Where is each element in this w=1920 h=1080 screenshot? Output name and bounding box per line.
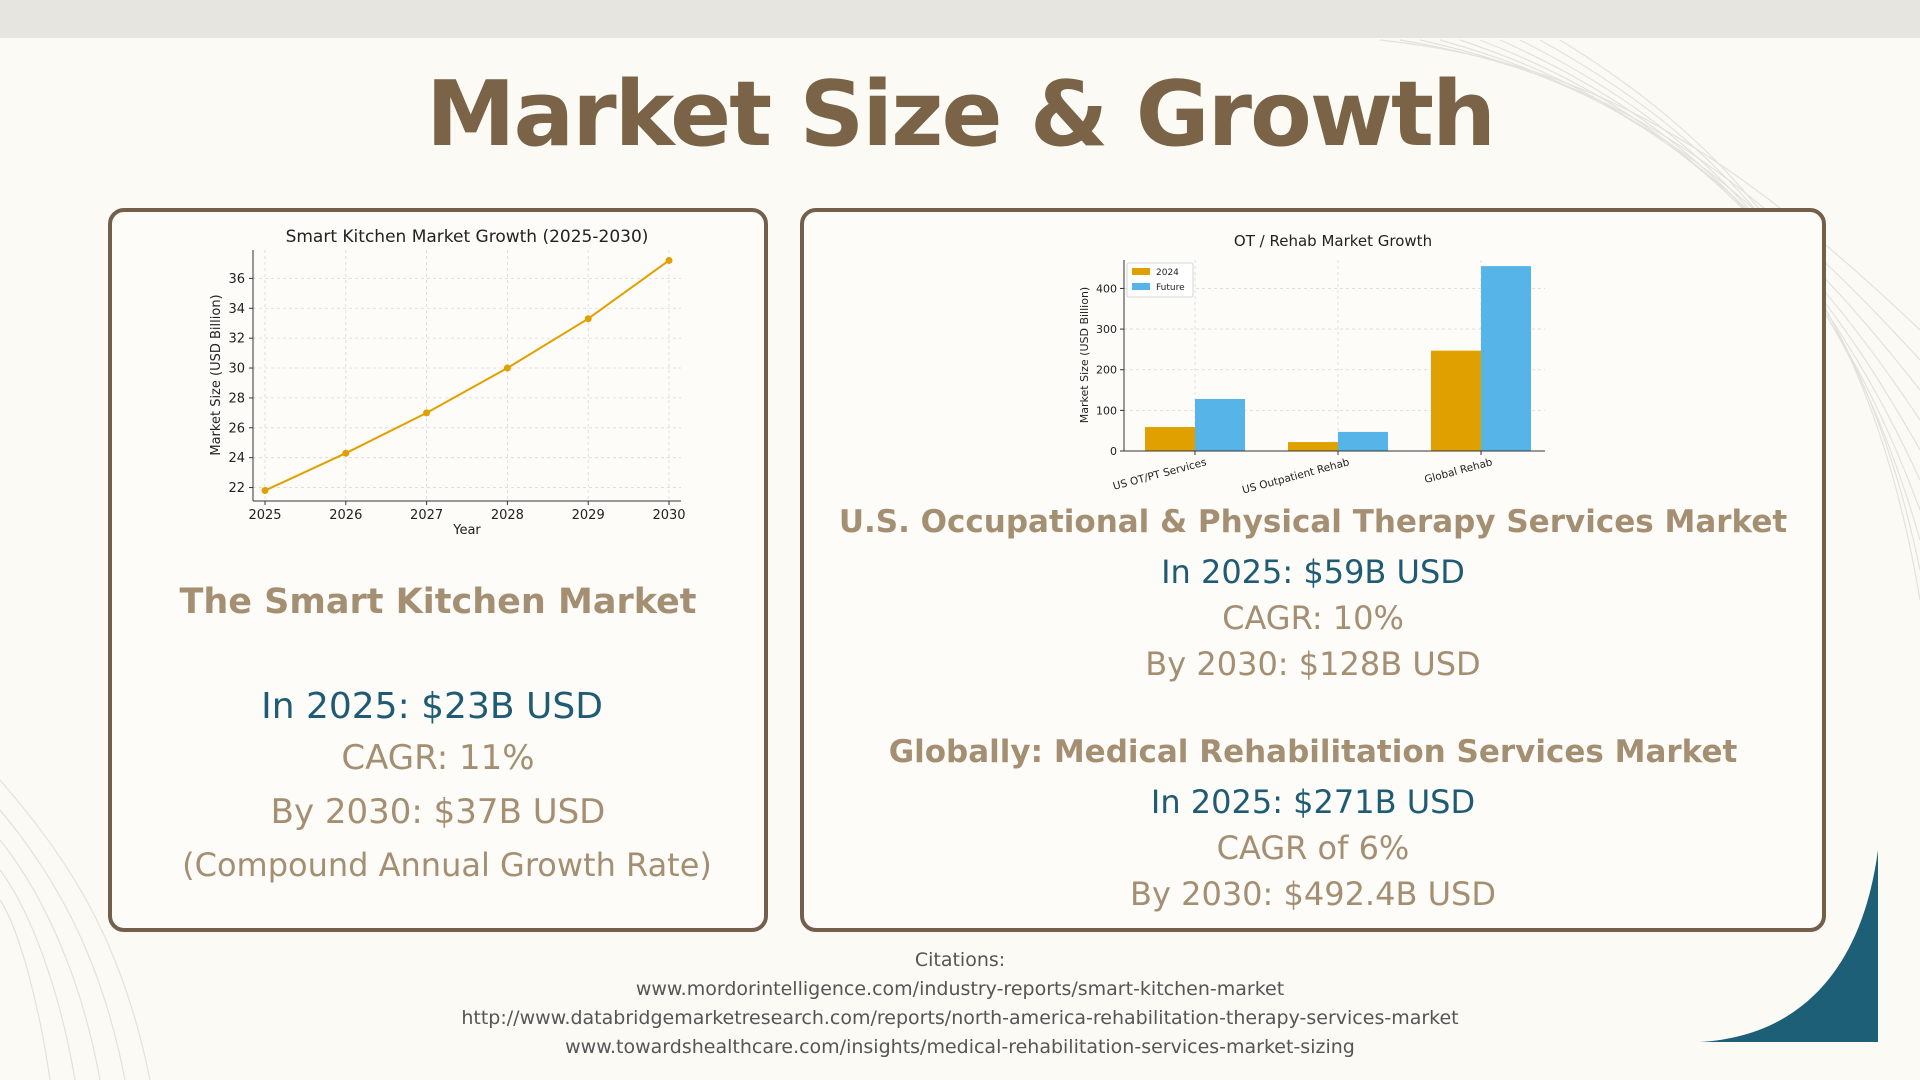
series-line-market-size (264, 259, 670, 492)
global-rehab-2025-value: In 2025: $271B USD (1150, 783, 1476, 821)
y-tick-label: 28 (228, 391, 245, 406)
x-tick-label: 2027 (410, 508, 443, 523)
bars (1145, 266, 1531, 451)
legend-label-2024: 2024 (1156, 268, 1179, 278)
cagr-definition-note: (Compound Annual Growth Rate) (182, 846, 712, 884)
chart-grid (253, 250, 681, 501)
y-tick-label: 36 (228, 272, 245, 287)
y-axis-label: Market Size (USD Billion) (209, 294, 224, 455)
y-axis-ticks: 0 100 200 300 400 (1096, 282, 1124, 458)
x-tick-label: US Outpatient Rehab (1241, 456, 1351, 494)
data-point (342, 449, 350, 457)
legend: 2024 Future (1126, 262, 1194, 298)
chart-title: Smart Kitchen Market Growth (2025-2030) (286, 227, 649, 247)
us-therapy-2025-value: In 2025: $59B USD (1161, 553, 1465, 591)
y-tick-label: 34 (228, 302, 245, 317)
y-tick-label: 300 (1096, 323, 1117, 336)
us-therapy-cagr: CAGR: 10% (1222, 599, 1404, 637)
x-axis-label: Year (452, 523, 481, 538)
citation-link[interactable]: www.towardshealthcare.com/insights/medic… (565, 1036, 1355, 1058)
y-axis-label: Market Size (USD Billion) (1078, 287, 1091, 423)
smart-kitchen-2025-value: In 2025: $23B USD (261, 686, 603, 727)
x-axis-ticks: US OT/PT Services US Outpatient Rehab Glob… (1112, 451, 1494, 494)
legend-swatch-2024 (1132, 268, 1150, 275)
page-title: Market Size & Growth (425, 62, 1496, 167)
rehab-market-card (800, 208, 1826, 932)
legend-label-future: Future (1156, 283, 1185, 293)
bar-2024 (1288, 442, 1338, 451)
y-axis-ticks: 22 24 26 28 30 32 34 36 (228, 272, 253, 496)
x-tick-label: 2026 (329, 508, 362, 523)
x-tick-label: 2025 (248, 508, 281, 523)
bar-future (1481, 266, 1531, 451)
x-tick-label: 2030 (652, 508, 685, 523)
global-rehab-cagr: CAGR of 6% (1216, 829, 1410, 867)
x-axis-ticks: 2025 2026 2027 2028 2029 2030 (248, 501, 686, 523)
legend-swatch-future (1132, 283, 1150, 290)
global-rehab-heading: Globally: Medical Rehabilitation Service… (888, 734, 1738, 770)
global-rehab-2030-value: By 2030: $492.4B USD (1130, 875, 1496, 913)
smart-kitchen-2030-value: By 2030: $37B USD (270, 792, 606, 832)
data-point (423, 409, 431, 417)
data-point (261, 487, 269, 495)
citations: Citations: www.mordorintelligence.com/in… (300, 946, 1620, 1062)
y-tick-label: 22 (228, 481, 245, 496)
data-point (503, 364, 511, 372)
us-therapy-2030-value: By 2030: $128B USD (1145, 645, 1481, 683)
citations-label: Citations: (914, 949, 1006, 971)
bar-future (1195, 398, 1245, 451)
bar-2024 (1145, 427, 1195, 451)
bar-future (1338, 431, 1388, 451)
y-tick-label: 400 (1096, 282, 1117, 295)
smart-kitchen-line-chart: Smart Kitchen Market Growth (2025-2030) … (209, 227, 686, 538)
x-tick-label: 2029 (572, 508, 605, 523)
rehab-bar-chart: OT / Rehab Market Growth 0 100 200 300 400 U… (1078, 232, 1545, 494)
chart-title: OT / Rehab Market Growth (1234, 232, 1432, 250)
smart-kitchen-heading: The Smart Kitchen Market (179, 582, 697, 622)
y-tick-label: 32 (228, 332, 245, 347)
data-point (584, 315, 592, 323)
bar-2024 (1431, 350, 1481, 451)
smart-kitchen-cagr: CAGR: 11% (341, 738, 535, 778)
series-points (261, 256, 673, 495)
top-band (0, 0, 1920, 38)
y-tick-label: 30 (228, 362, 245, 377)
citation-link[interactable]: www.mordorintelligence.com/industry-repo… (635, 978, 1285, 1000)
smart-kitchen-card (108, 208, 768, 932)
us-therapy-heading: U.S. Occupational & Physical Therapy Ser… (838, 504, 1788, 540)
y-tick-label: 100 (1096, 404, 1117, 417)
corner-decoration-shape (1700, 850, 1878, 1042)
data-point (665, 256, 673, 264)
y-tick-label: 24 (228, 451, 245, 466)
x-tick-label: Global Rehab (1423, 456, 1494, 486)
y-tick-label: 0 (1110, 445, 1117, 458)
y-tick-label: 26 (228, 421, 245, 436)
x-tick-label: US OT/PT Services (1112, 456, 1208, 493)
x-tick-label: 2028 (491, 508, 524, 523)
citation-link[interactable]: http://www.databridgemarketresearch.com/… (461, 1007, 1459, 1029)
y-tick-label: 200 (1096, 364, 1117, 377)
